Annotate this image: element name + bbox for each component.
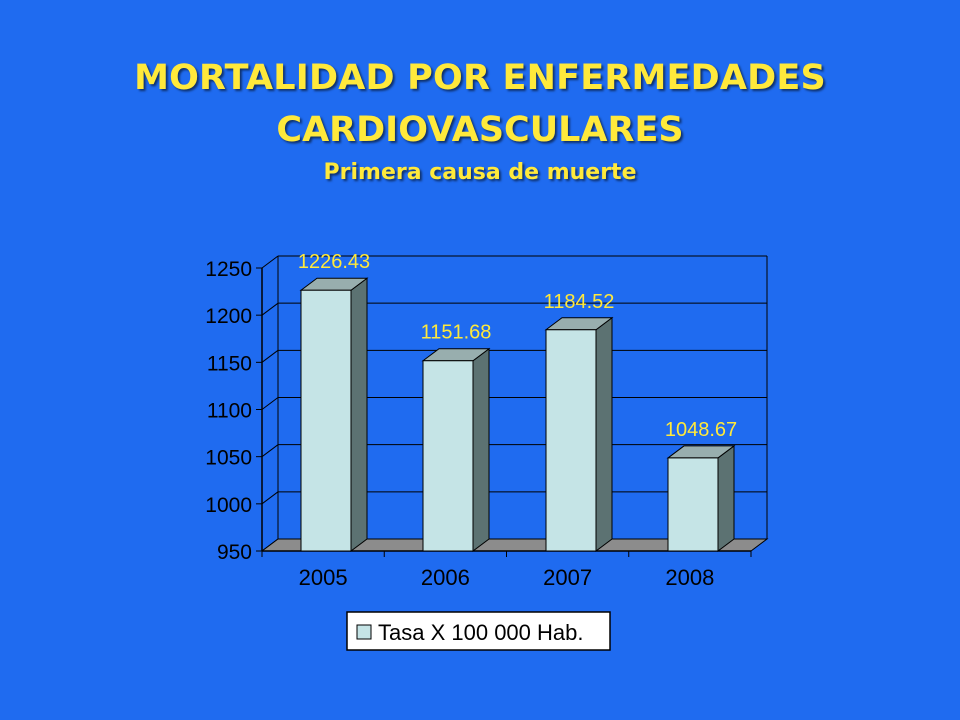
data-label: 1184.52	[544, 291, 615, 313]
x-tick-label: 2007	[543, 565, 592, 590]
wall-gridline	[261, 302, 279, 316]
x-tick-label: 2005	[299, 565, 348, 590]
chart-axes: 950 1000 1050 1100 1150 1200 1250	[205, 258, 752, 564]
x-tick-label: 2006	[421, 565, 470, 590]
y-tick-label: 1200	[205, 305, 252, 328]
bar-side	[472, 347, 490, 552]
wall-gridline	[261, 397, 279, 410]
chart-labels: 1226.43 2005 1151.68 2006 1184.52 2007 1048.67…	[298, 251, 737, 590]
y-tick-label: 1100	[207, 400, 252, 423]
chart-legend: Tasa X 100 000 Hab.	[346, 611, 611, 651]
wall-gridline	[261, 349, 279, 363]
chart-bars	[299, 277, 736, 552]
wall-gridline	[261, 491, 279, 505]
legend-box	[346, 611, 611, 651]
y-tick-label: 1150	[207, 352, 252, 375]
bar-2007	[545, 329, 597, 552]
wall-gridline	[261, 444, 279, 458]
y-tick-label: 1000	[205, 494, 252, 517]
bar-2006	[422, 360, 474, 552]
data-label: 1226.43	[298, 251, 370, 273]
bar-2005	[300, 289, 352, 552]
wall-gridline	[261, 255, 279, 269]
bar-side	[350, 277, 368, 552]
data-label: 1048.67	[665, 419, 737, 441]
legend-swatch	[356, 624, 372, 640]
x-tick-label: 2008	[665, 565, 714, 590]
slide-title-line2: CARDIOVASCULARES	[276, 110, 684, 150]
legend-label: Tasa X 100 000 Hab.	[378, 620, 583, 645]
y-tick-label: 950	[217, 541, 252, 564]
y-tick-label: 1050	[205, 447, 252, 470]
bar-2008	[667, 457, 719, 552]
bar-side	[717, 444, 735, 552]
y-tick-label: 1250	[205, 258, 252, 281]
slide-subtitle: Primera causa de muerte	[323, 160, 637, 185]
bar-side	[595, 316, 613, 552]
slide-title: MORTALIDAD POR ENFERMEDADES	[134, 58, 826, 98]
data-label: 1151.68	[421, 322, 492, 344]
